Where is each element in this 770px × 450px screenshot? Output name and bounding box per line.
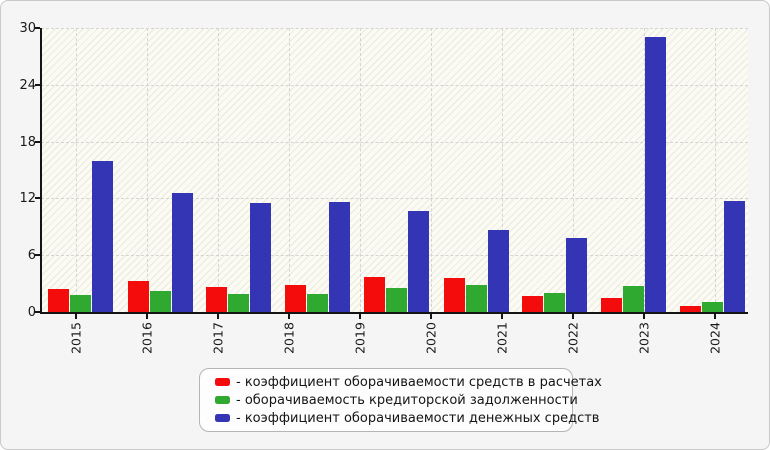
bar-group7-green [544, 293, 565, 312]
bar-group3-blue [250, 203, 271, 312]
gridline-horizontal [41, 141, 748, 143]
y-axis-tick-mark [35, 140, 40, 143]
bar-group9-blue [724, 201, 745, 312]
gridline-vertical [147, 28, 148, 312]
x-axis-tick-mark [714, 314, 716, 319]
gridline-vertical [431, 28, 432, 312]
y-axis-spine [40, 28, 42, 313]
legend-swatch-red [215, 378, 230, 386]
gridline-horizontal [41, 84, 748, 86]
y-axis-tick-mark [35, 311, 40, 313]
bar-group9-red [680, 306, 701, 312]
bar-group5-blue [408, 210, 429, 312]
gridline-vertical [360, 28, 361, 312]
x-axis-tick-mark [501, 314, 503, 319]
gridline-vertical [715, 28, 716, 312]
bar-group1-red [48, 289, 69, 312]
gridline-vertical [502, 28, 503, 312]
y-axis-tick-mark [35, 197, 40, 200]
x-axis-tick-label-2018: 2018 [281, 322, 297, 354]
x-axis-spine [40, 312, 748, 314]
bar-group1-blue [92, 160, 113, 312]
legend-item: - коэффициент оборачиваемости денежных с… [215, 409, 599, 427]
y-axis-tick-label: 30 [19, 21, 36, 36]
x-axis-tick-mark [643, 314, 645, 319]
bar-group8-blue [645, 36, 666, 312]
bar-group3-red [206, 287, 227, 312]
x-axis-tick-label-2021: 2021 [494, 322, 510, 354]
y-axis-tick-label: 0 [27, 305, 36, 320]
bar-group9-green [702, 301, 723, 312]
x-axis-tick-mark [572, 314, 574, 319]
gridline-horizontal [41, 198, 748, 200]
bar-group6-blue [488, 229, 509, 312]
x-axis-tick-label-2015: 2015 [68, 322, 84, 354]
gridline-horizontal [41, 28, 748, 29]
legend-item: - коэффициент оборачиваемости средств в … [215, 373, 602, 391]
gridline-vertical [289, 28, 290, 312]
x-axis-tick-mark [146, 314, 148, 319]
bar-group2-green [150, 291, 171, 312]
bar-group7-blue [566, 238, 587, 312]
bar-group5-red [364, 276, 385, 312]
bar-group8-green [623, 286, 644, 312]
legend-item: - оборачиваемость кредиторской задолженн… [215, 391, 578, 409]
bar-group4-blue [329, 202, 350, 312]
bar-group6-green [466, 285, 487, 312]
bar-group3-green [228, 294, 249, 312]
y-axis-tick-label: 24 [19, 77, 36, 93]
x-axis-tick-mark [288, 314, 290, 319]
bar-group2-red [128, 280, 149, 312]
x-axis-tick-label-2022: 2022 [565, 322, 581, 354]
y-axis-tick-label: 18 [19, 134, 36, 150]
legend-swatch-blue [215, 414, 230, 422]
y-axis-tick-label: 12 [19, 191, 36, 207]
bar-group2-blue [172, 192, 193, 312]
y-axis-tick-mark [35, 254, 40, 257]
x-axis-tick-mark [359, 314, 361, 319]
x-axis-tick-mark [217, 314, 219, 319]
x-axis-tick-label-2023: 2023 [636, 322, 652, 354]
x-axis-tick-label-2019: 2019 [352, 322, 368, 354]
bar-group4-red [285, 284, 306, 312]
x-axis-tick-mark [75, 314, 77, 319]
legend-item-label: - коэффициент оборачиваемости денежных с… [236, 410, 600, 426]
y-axis-tick-label: 6 [27, 248, 36, 264]
gridline-vertical [644, 28, 645, 312]
bar-group7-red [522, 295, 543, 312]
x-axis-tick-label-2016: 2016 [139, 322, 155, 354]
bar-group6-red [444, 277, 465, 312]
bar-group5-green [386, 288, 407, 312]
x-axis-tick-label-2017: 2017 [210, 322, 226, 354]
legend-item-label: - коэффициент оборачиваемости средств в … [236, 374, 602, 390]
bar-group1-green [70, 294, 91, 312]
x-axis-tick-mark [430, 314, 432, 319]
gridline-horizontal [41, 255, 748, 257]
gridline-vertical [218, 28, 219, 312]
legend-swatch-green [215, 396, 230, 404]
x-axis-tick-label-2024: 2024 [707, 322, 723, 354]
gridline-vertical [76, 28, 77, 312]
gridline-vertical [573, 28, 574, 312]
x-axis-tick-label-2020: 2020 [423, 322, 439, 354]
plot-area [41, 28, 748, 312]
legend-item-label: - оборачиваемость кредиторской задолженн… [236, 392, 578, 408]
legend: - коэффициент оборачиваемости средств в … [199, 368, 602, 432]
bar-group4-green [307, 294, 328, 312]
bar-group8-red [601, 297, 622, 312]
y-axis-tick-mark [35, 27, 40, 29]
y-axis-tick-mark [35, 83, 40, 86]
